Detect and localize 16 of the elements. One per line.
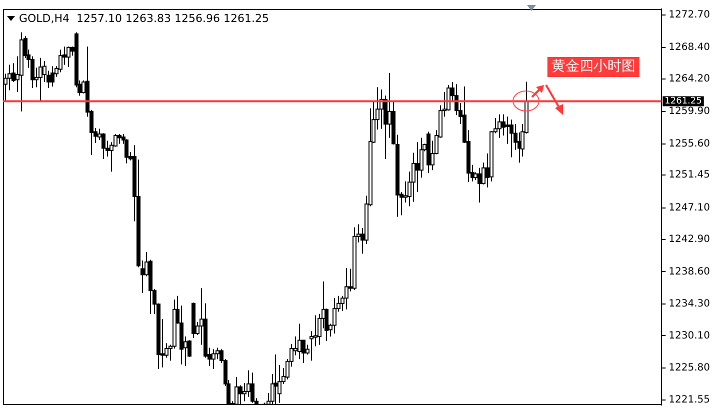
annotation: 黄金四小时图 [551,58,636,75]
y-tick-label: 1234.30 [668,298,710,310]
y-tick-label: 1255.60 [668,138,710,150]
y-tick-label: 1230.10 [668,330,710,342]
y-tick-label: 1251.45 [668,170,710,181]
y-tick-label: 1221.55 [668,394,710,406]
y-tick-label: 1247.10 [668,202,710,214]
y-tick-label: 1242.90 [668,234,710,245]
y-tick-label: 1268.40 [668,42,710,53]
ref-line-label: 1261.25 [664,96,702,107]
y-tick-label: 1272.70 [668,10,710,21]
y-tick-label: 1238.60 [668,266,710,278]
y-tick-label: 1259.90 [668,106,710,117]
y-tick-label: 1225.80 [668,362,710,374]
y-tick-label: 1264.20 [668,74,710,85]
chart-title: GOLD,H4 1257.10 1263.83 1256.96 1261.25 [19,12,269,25]
